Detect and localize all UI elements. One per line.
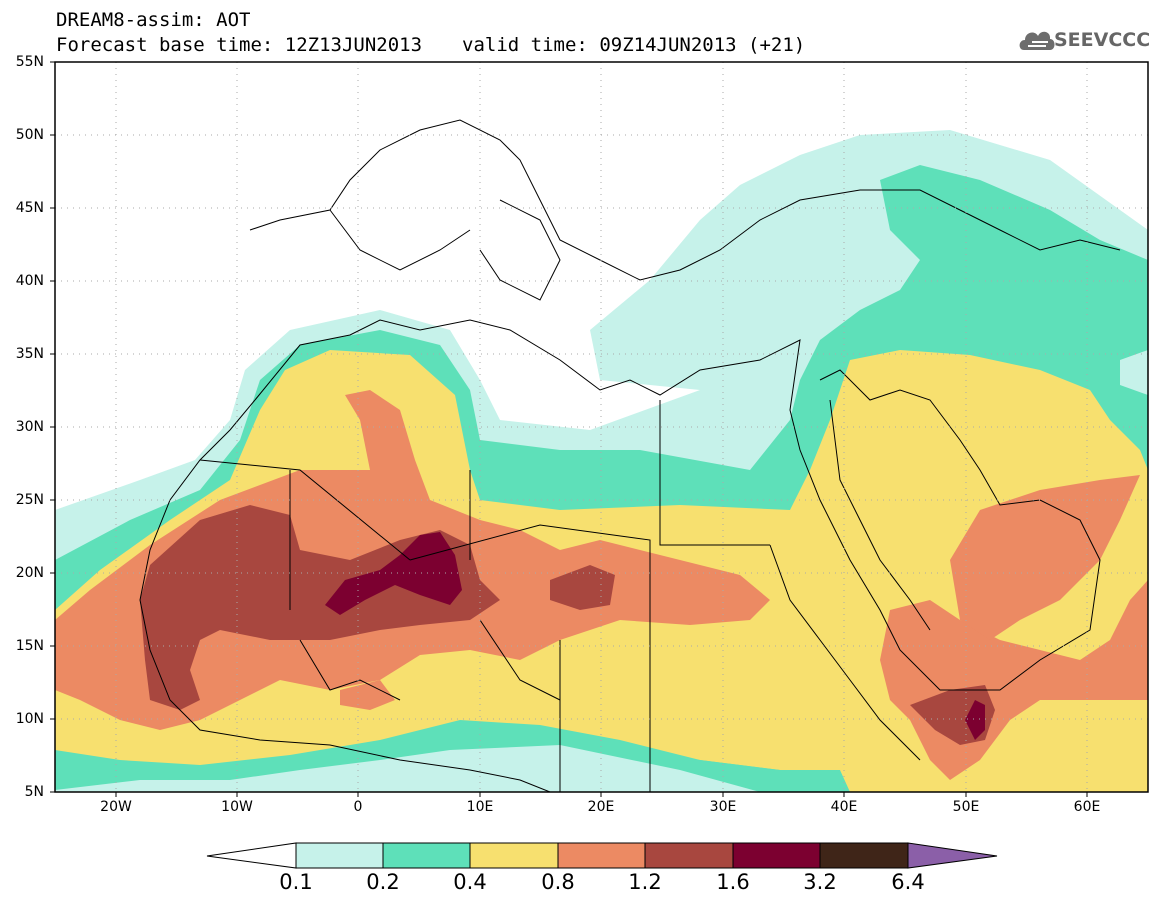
lat-label-50n: 50N xyxy=(15,127,44,143)
colorbar-label-1.2: 1.2 xyxy=(628,870,662,894)
axis-ticks xyxy=(50,61,1088,797)
colorbar-label-0.2: 0.2 xyxy=(366,870,400,894)
coastlines xyxy=(139,119,1121,792)
time-info: Forecast base time: 12Z13JUN2013 valid ti… xyxy=(56,35,805,55)
logo-text: SEEVCCC xyxy=(1054,29,1151,51)
lon-label-30e: 30E xyxy=(709,799,737,815)
cloud-icon xyxy=(1019,31,1055,50)
colorbar-bin-1.6-3.2 xyxy=(732,842,821,869)
lat-label-40n: 40N xyxy=(15,273,44,289)
lon-label-50e: 50E xyxy=(952,799,980,815)
lat-label-55n: 55N xyxy=(15,54,44,70)
colorbar-label-3.2: 3.2 xyxy=(803,870,837,894)
lat-label-30n: 30N xyxy=(15,419,44,435)
colorbar-bin-0.2-0.4 xyxy=(382,842,471,869)
lat-label-5n: 5N xyxy=(24,784,44,800)
lon-label-0: 0 xyxy=(353,799,363,815)
colorbar-label-1.6: 1.6 xyxy=(716,870,750,894)
aot-contour-1.6 xyxy=(325,532,462,615)
aot-contours xyxy=(55,130,1148,792)
lat-label-20n: 20N xyxy=(15,565,44,581)
lon-label-10w: 10W xyxy=(221,799,253,815)
graticule xyxy=(55,62,1148,792)
lat-label-10n: 10N xyxy=(15,711,44,727)
colorbar-label-0.8: 0.8 xyxy=(541,870,575,894)
lat-label-15n: 15N xyxy=(15,638,44,654)
colorbar-below-0.1 xyxy=(206,842,297,869)
base-time: Forecast base time: 12Z13JUN2013 xyxy=(56,34,423,56)
lat-label-25n: 25N xyxy=(15,492,44,508)
lon-label-20e: 20E xyxy=(587,799,615,815)
lon-label-10e: 10E xyxy=(466,799,494,815)
colorbar-bin-0.4-0.8 xyxy=(469,842,559,869)
colorbar xyxy=(206,842,998,869)
colorbar-label-6.4: 6.4 xyxy=(891,870,925,894)
lon-label-20w: 20W xyxy=(100,799,132,815)
colorbar-bin-3.2-6.4 xyxy=(819,842,909,869)
colorbar-bin-1.2-1.6 xyxy=(644,842,734,869)
colorbar-above-6.4 xyxy=(907,842,998,869)
lon-label-60e: 60E xyxy=(1073,799,1101,815)
lat-label-35n: 35N xyxy=(15,346,44,362)
colorbar-bin-0.8-1.2 xyxy=(557,842,646,869)
colorbar-bin-0.1-0.2 xyxy=(295,842,384,869)
valid-time: valid time: 09Z14JUN2013 (+21) xyxy=(462,34,806,56)
map-title: DREAM8-assim: AOT xyxy=(56,9,251,31)
colorbar-label-0.4: 0.4 xyxy=(453,870,487,894)
colorbar-label-0.1: 0.1 xyxy=(279,870,313,894)
lat-label-45n: 45N xyxy=(15,200,44,216)
lon-label-40e: 40E xyxy=(830,799,858,815)
